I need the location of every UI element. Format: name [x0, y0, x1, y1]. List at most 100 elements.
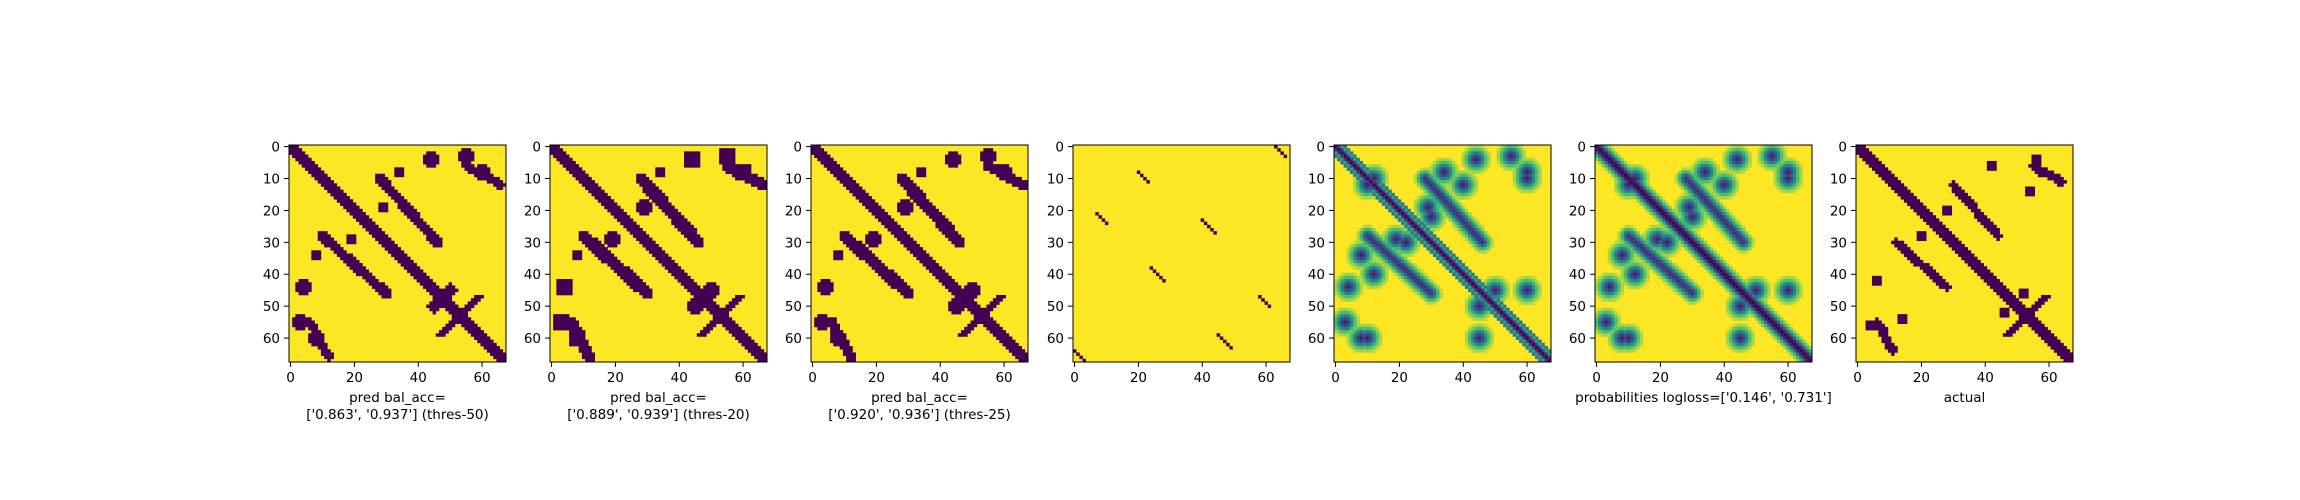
- heatmap-cell: [1346, 298, 1351, 302]
- heatmap-cell: [1471, 291, 1475, 296]
- heatmap-cell: [862, 202, 866, 206]
- heatmap-cell: [1445, 250, 1450, 254]
- heatmap-cell: [948, 285, 952, 289]
- heatmap-cell: [983, 157, 987, 162]
- heatmap-cell: [1410, 272, 1415, 277]
- heatmap-cell: [1760, 164, 1765, 168]
- heatmap-cell: [365, 227, 370, 232]
- heatmap-cell: [1426, 205, 1431, 210]
- heatmap-cell: [1610, 160, 1615, 165]
- heatmap-cell: [1471, 215, 1475, 219]
- heatmap-cell: [842, 170, 847, 175]
- heatmap-cell: [429, 304, 433, 309]
- heatmap-cell: [1448, 173, 1453, 178]
- heatmap-cell: [308, 320, 312, 324]
- heatmap-cell: [1365, 167, 1370, 171]
- heatmap-cell: [1499, 307, 1504, 312]
- heatmap-cell: [410, 269, 414, 273]
- heatmap-cell: [846, 355, 850, 360]
- heatmap-cell: [381, 282, 386, 286]
- heatmap-cell: [330, 355, 334, 360]
- heatmap-cell: [1595, 145, 1599, 149]
- heatmap-cell: [1541, 342, 1545, 347]
- heatmap-cell: [1506, 320, 1510, 324]
- heatmap-cell: [378, 240, 382, 245]
- heatmap-cell: [1381, 170, 1386, 175]
- heatmap-cell: [1416, 227, 1421, 232]
- heatmap-cell: [1385, 196, 1389, 200]
- heatmap-cell: [1359, 253, 1364, 257]
- heatmap-cell: [1623, 164, 1628, 168]
- heatmap-cell: [842, 176, 847, 181]
- heatmap-cell: [1487, 294, 1491, 299]
- heatmap-cell: [1378, 167, 1383, 171]
- heatmap-cell: [1432, 227, 1437, 232]
- heatmap-cell: [1416, 196, 1421, 200]
- heatmap-cell: [575, 173, 580, 178]
- heatmap-cell: [916, 167, 920, 171]
- heatmap-cell: [1420, 196, 1424, 200]
- heatmap-cell: [925, 202, 930, 206]
- heatmap-cell: [674, 269, 678, 273]
- heatmap-cell: [938, 215, 943, 219]
- heatmap-cell: [1362, 247, 1367, 251]
- heatmap-cell: [1369, 272, 1373, 277]
- heatmap-cell: [1365, 272, 1370, 277]
- heatmap-cell: [830, 317, 834, 321]
- heatmap-cell: [887, 215, 892, 219]
- heatmap-cell: [1455, 189, 1459, 194]
- heatmap-cell: [292, 323, 296, 328]
- heatmap-cell: [362, 221, 366, 226]
- heatmap-cell: [842, 342, 847, 347]
- heatmap-cell: [1410, 221, 1415, 226]
- heatmap-cell: [820, 279, 825, 283]
- heatmap-cell: [693, 298, 698, 302]
- heatmap-cell: [1767, 164, 1771, 168]
- heatmap-cell: [1356, 275, 1360, 280]
- heatmap-cell: [346, 208, 350, 213]
- heatmap-cell: [585, 176, 589, 181]
- heatmap-cell: [1359, 250, 1364, 254]
- y-tick-label: 30: [263, 235, 280, 251]
- heatmap-cell: [839, 333, 844, 337]
- heatmap-cell: [340, 250, 344, 254]
- heatmap-cell: [1455, 202, 1459, 206]
- heatmap-cell: [1410, 243, 1415, 248]
- y-tick-label: 60: [785, 331, 802, 347]
- y-tick-label: 20: [524, 203, 541, 219]
- heatmap-cell: [397, 170, 401, 175]
- heatmap-cell: [664, 196, 669, 200]
- heatmap-cell: [613, 208, 618, 213]
- heatmap-cell: [317, 250, 322, 254]
- heatmap-cell: [652, 250, 656, 254]
- heatmap-cell: [371, 227, 376, 232]
- heatmap-cell: [403, 202, 408, 206]
- heatmap-cell: [986, 314, 990, 318]
- heatmap-cell: [1349, 285, 1354, 289]
- heatmap-cell: [684, 279, 688, 283]
- heatmap-cell: [826, 279, 831, 283]
- heatmap-cell: [747, 339, 752, 344]
- heatmap-cell: [324, 231, 328, 235]
- heatmap-cell: [435, 237, 440, 242]
- heatmap-cell: [1012, 342, 1016, 347]
- heatmap-cells: [289, 145, 507, 363]
- heatmap-cell: [1391, 208, 1395, 213]
- heatmap-cell: [1452, 218, 1456, 222]
- heatmap-cell: [1515, 298, 1520, 302]
- heatmap-cell: [871, 199, 876, 203]
- heatmap-cell: [833, 320, 837, 324]
- heatmap-cell: [1448, 212, 1453, 216]
- heatmap-cell: [957, 333, 962, 337]
- heatmap-cell: [754, 180, 758, 184]
- heatmap-cell: [1381, 167, 1386, 171]
- heatmap-cell: [1340, 314, 1344, 318]
- heatmap-cell: [903, 243, 908, 248]
- heatmap-cell: [1378, 333, 1383, 337]
- heatmap-cell: [1416, 212, 1421, 216]
- heatmap-cell: [314, 336, 319, 340]
- heatmap-cell: [1365, 231, 1370, 235]
- heatmap-cell: [1503, 282, 1507, 286]
- heatmap-cell: [639, 212, 643, 216]
- heatmap-cell: [655, 196, 659, 200]
